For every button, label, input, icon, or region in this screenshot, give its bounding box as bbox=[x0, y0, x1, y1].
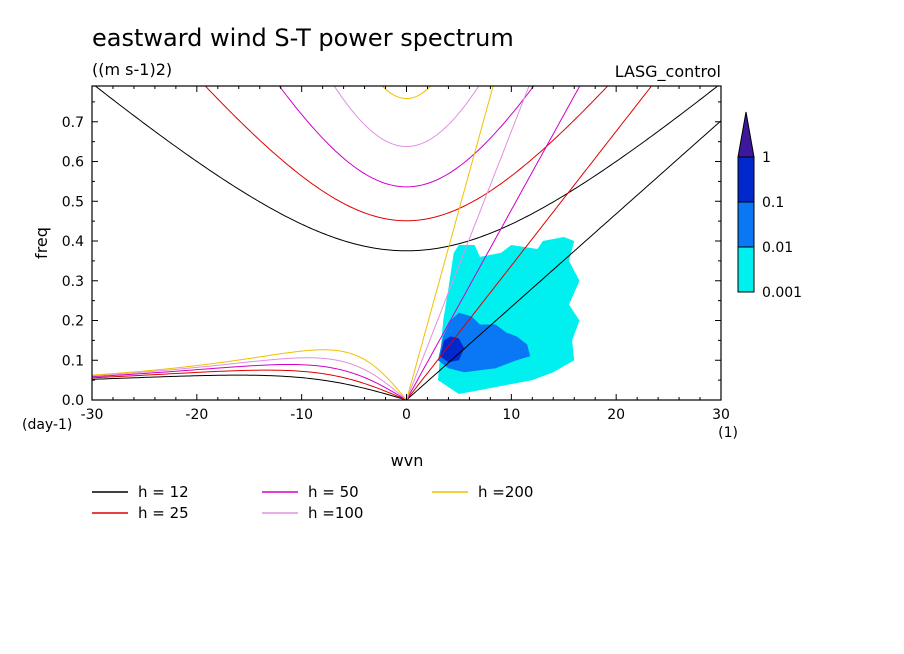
colorbar-segment bbox=[737, 156, 755, 203]
chart-title: eastward wind S-T power spectrum bbox=[92, 24, 514, 52]
eig-curve-h50 bbox=[278, 86, 535, 188]
chart-subtitle: ((m s-1)2) bbox=[92, 60, 172, 79]
y-tick-label: 0.2 bbox=[62, 314, 84, 330]
eig-curve-h100 bbox=[333, 86, 480, 148]
kelvin-curve-h25 bbox=[406, 86, 653, 400]
er-curve-h25 bbox=[92, 369, 407, 400]
er-curve-h50 bbox=[92, 363, 407, 400]
colorbar-segment bbox=[737, 201, 755, 248]
y-axis-ticks: 0.0 0.1 0.2 0.3 0.4 0.5 0.6 0.7 bbox=[62, 101, 721, 409]
x-tick-label: 20 bbox=[607, 407, 625, 423]
colorbar-label: 1 bbox=[762, 150, 771, 166]
y-unit-label: (day-1) bbox=[22, 417, 72, 433]
source-label: LASG_control bbox=[615, 62, 721, 82]
y-tick-label: 0.3 bbox=[62, 274, 84, 290]
er-curve-h100 bbox=[92, 357, 407, 400]
colorbar-label: 0.001 bbox=[762, 285, 802, 301]
y-tick-label: 0.6 bbox=[62, 155, 84, 171]
dispersion-curves bbox=[92, 86, 721, 400]
y-tick-label: 0.1 bbox=[62, 353, 84, 369]
legend-label: h = 25 bbox=[138, 504, 189, 522]
kelvin-curve-h50 bbox=[406, 86, 581, 400]
legend-label: h = 12 bbox=[138, 483, 189, 501]
legend: h = 12 h = 25 h = 50 h =100 h =200 bbox=[92, 483, 533, 522]
x-tick-label: 0 bbox=[402, 407, 411, 423]
spectrum-region-0.1 bbox=[440, 336, 465, 363]
spectrum-region-0.01 bbox=[438, 312, 531, 373]
legend-label: h = 50 bbox=[308, 483, 359, 501]
eig-curve-h25 bbox=[204, 86, 609, 222]
eig-curve-h12 bbox=[94, 86, 719, 252]
legend-label: h =200 bbox=[478, 483, 533, 501]
y-tick-label: 0.4 bbox=[62, 234, 84, 250]
colorbar-label: 0.01 bbox=[762, 240, 793, 256]
plot-frame bbox=[91, 85, 722, 401]
spectrum-regions bbox=[438, 237, 580, 394]
x-tick-label: 10 bbox=[502, 407, 520, 423]
kelvin-curve-h100 bbox=[406, 86, 530, 400]
colorbar: 0.001 0.01 0.1 1 bbox=[737, 111, 802, 301]
x-tick-label: -30 bbox=[81, 407, 104, 423]
y-tick-label: 0.5 bbox=[62, 194, 84, 210]
x-tick-label: 30 bbox=[712, 407, 730, 423]
x-axis-label: wvn bbox=[391, 451, 424, 470]
colorbar-segment bbox=[737, 246, 755, 293]
y-axis-label: freq bbox=[32, 227, 51, 259]
er-curve-h12 bbox=[92, 374, 407, 400]
y-tick-label: 0.0 bbox=[62, 393, 84, 409]
legend-label: h =100 bbox=[308, 504, 363, 522]
x-axis-ticks: -30 -20 -10 0 10 20 30 bbox=[81, 86, 730, 423]
colorbar-label: 0.1 bbox=[762, 195, 784, 211]
x-tick-label: -20 bbox=[185, 407, 208, 423]
kelvin-curve-h12 bbox=[406, 120, 721, 400]
x-tick-label: -10 bbox=[290, 407, 313, 423]
colorbar-top-triangle bbox=[737, 111, 755, 158]
eig-curve-h200 bbox=[381, 86, 432, 100]
y-tick-label: 0.7 bbox=[62, 115, 84, 131]
er-curve-h200 bbox=[92, 349, 407, 400]
x-unit-label: (1) bbox=[718, 425, 738, 441]
kelvin-curve-h200 bbox=[406, 86, 494, 400]
